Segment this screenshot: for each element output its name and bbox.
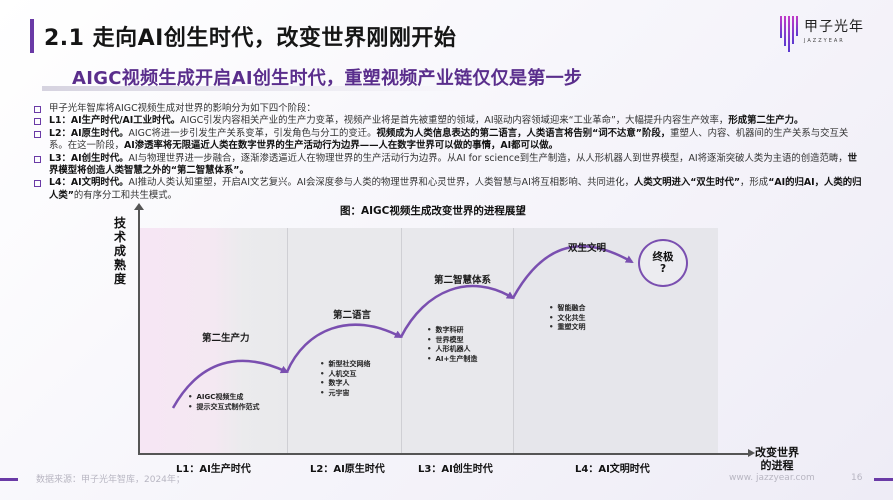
x-axis-arrow-icon [748,449,755,457]
y-axis [138,206,140,454]
page-title: 2.1 走向AI创生时代，改变世界刚刚开始 [44,26,457,51]
stage-2-item: 人机交互 [320,370,370,380]
x-axis-label-line2: 的进程 [760,459,794,472]
diagram-title: 图：AIGC视频生成改变世界的进程展望 [340,205,526,217]
logo-text-en: JAZZYEAR [804,38,845,44]
stage-label-l2: L2：AI原生时代 [310,464,385,475]
bullet-text: L3：AI创生时代。AI与物理世界进一步融合，逐渐渗透逼近人在物理世界的生产活动… [49,152,858,177]
square-bullet-icon [34,118,41,126]
bullet-text: L4：AI文明时代。AI推动人类认知重塑，开启AI文艺复兴。AI会深度参与人类的… [49,177,862,201]
subtitle-underline [42,86,462,91]
bullet-item: L4：AI文明时代。AI推动人类认知重塑，开启AI文艺复兴。AI会深度参与人类的… [34,177,864,202]
ultimate-goal-circle: 终极 ? [638,239,688,287]
intro-bullet-list: 甲子光年智库将AIGC视频生成对世界的影响分为如下四个阶段： L1：AI生产时代/… [34,103,864,202]
stage-4-item: 智能融合 [549,304,585,314]
stage-2-items: 新型社交网络 人机交互 数字人 元宇宙 [320,360,370,398]
bullet-item: 甲子光年智库将AIGC视频生成对世界的影响分为如下四个阶段： [34,103,864,115]
square-bullet-icon [34,155,41,163]
title-bar: 2.1 走向AI创生时代，改变世界刚刚开始 [30,18,456,54]
logo-text-cn: 甲子光年 [804,19,864,35]
page-number: 16 [851,473,863,483]
stage-4-items: 智能融合 文化共生 重塑文明 [549,304,585,333]
stage-3-item: 人形机器人 [427,345,477,355]
stage-3-item: 数字科研 [427,326,477,336]
stage-1-item: 提示交互式制作范式 [188,403,259,413]
stage-2-background [287,228,401,453]
square-bullet-icon [34,180,41,188]
bullet-item: L3：AI创生时代。AI与物理世界进一步融合，逐渐渗透逼近人在物理世界的生产活动… [34,153,864,178]
x-axis-label: 改变世界 的进程 [755,446,799,472]
square-bullet-icon [34,130,41,138]
ultimate-question-mark: ? [659,263,667,275]
stage-3-item: 世界模型 [427,336,477,346]
bullet-text: L1：AI生产时代/AI工业时代。AIGC引发内容相关产业的生产力变革，视频产业… [49,115,804,127]
milestone-stage-1: 第二生产力 [202,333,250,344]
bullet-text: 甲子光年智库将AIGC视频生成对世界的影响分为如下四个阶段： [49,103,316,114]
stage-2-item: 数字人 [320,379,370,389]
stage-1-background [140,228,287,453]
stage-1-items: AIGC视频生成 提示交互式制作范式 [188,393,259,412]
title-accent-bar [30,19,34,53]
bullet-item: L2：AI原生时代。AIGC将进一步引发生产关系变革，引发角色与分工的变迁。视频… [34,128,864,153]
footer-accent-right [874,478,893,481]
stage-label-l4: L4：AI文明时代 [575,464,650,475]
stage-1-item: AIGC视频生成 [188,393,259,403]
bullet-item: L1：AI生产时代/AI工业时代。AIGC引发内容相关产业的生产力变革，视频产业… [34,115,864,127]
brand-logo: 甲子光年 JAZZYEAR [780,16,864,52]
milestone-stage-2: 第二语言 [333,310,372,321]
stage-3-item: AI+生产制造 [427,355,477,365]
stage-2-item: 元宇宙 [320,389,370,399]
x-axis [138,453,750,455]
logo-bars-icon [780,16,798,52]
y-axis-label: 技术成熟度 [113,216,126,286]
stage-3-items: 数字科研 世界模型 人形机器人 AI+生产制造 [427,326,477,364]
ultimate-label: 终极 [652,251,674,263]
square-bullet-icon [34,106,41,113]
bullet-text: L2：AI原生时代。AIGC将进一步引发生产关系变革，引发角色与分工的变迁。视频… [49,127,849,152]
stage-label-l1: L1：AI生产时代 [176,464,251,475]
website-link[interactable]: www. jazzyear.com [729,473,815,483]
stage-4-item: 文化共生 [549,314,585,324]
x-axis-label-line1: 改变世界 [755,446,799,459]
page-subtitle: AIGC视频生成开启AI创生时代，重塑视频产业链仅仅是第一步 [72,68,583,89]
milestone-stage-3: 第二智慧体系 [434,275,492,286]
stage-label-l3: L3：AI创生时代 [418,464,493,475]
milestone-stage-4: 双生文明 [568,243,607,254]
data-source: 数据来源：甲子光年智库，2024年； [36,475,185,485]
stage-2-item: 新型社交网络 [320,360,370,370]
stage-4-item: 重塑文明 [549,323,585,333]
footer-accent-left [0,478,18,481]
